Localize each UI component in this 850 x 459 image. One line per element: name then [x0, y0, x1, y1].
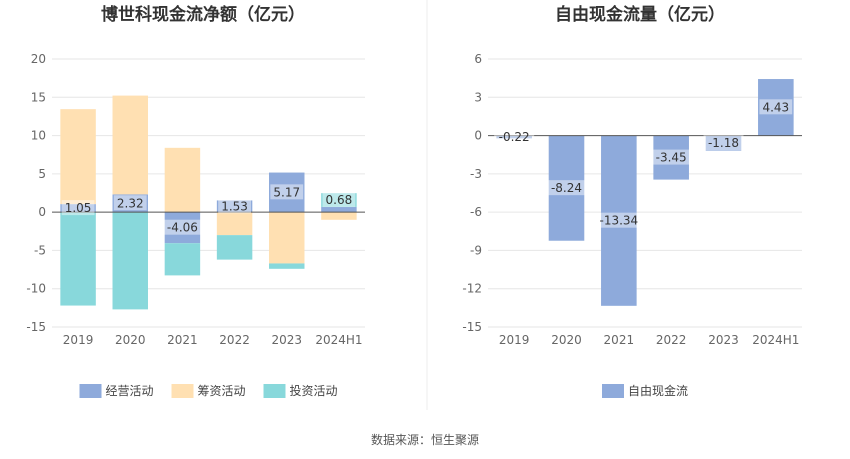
y-tick-label: 6 [474, 52, 482, 66]
x-tick-label: 2024H1 [315, 333, 362, 347]
data-label: 4.43 [762, 100, 789, 114]
legend-swatch[interactable] [171, 384, 194, 398]
bar [164, 243, 201, 276]
data-source-note: 数据来源：恒生聚源 [371, 432, 479, 447]
x-tick-label: 2019 [499, 333, 530, 347]
free-cash-flow-chart: 自由现金流量（亿元） 6 3 0 -3 -6 -9 -12 -15 2019 2020 2021 202… [462, 4, 802, 398]
x-tick-label: 2020 [115, 333, 146, 347]
bar [321, 212, 357, 220]
legend-label[interactable]: 筹资活动 [198, 384, 246, 398]
bar [216, 235, 253, 260]
bar [321, 206, 357, 213]
data-label-bg [218, 198, 251, 214]
data-label-bg [703, 135, 744, 151]
bar [112, 212, 148, 310]
y-tick-label: 15 [31, 90, 46, 104]
data-label: -1.18 [708, 136, 739, 150]
bar [548, 135, 585, 241]
y-tick-label: -10 [26, 282, 46, 296]
y-tick-label: -9 [470, 243, 482, 257]
x-tick-label: 2024H1 [752, 333, 799, 347]
bar [269, 172, 305, 213]
data-label-bg [162, 219, 203, 235]
x-tick-label: 2022 [656, 333, 687, 347]
y-tick-label: -12 [462, 282, 482, 296]
cash-flow-net-chart: 博世科现金流净额（亿元） 20 15 10 5 0 -5 -10 -15 2019 2020 2021… [26, 4, 365, 398]
data-label: -0.22 [499, 130, 530, 144]
data-label: 1.53 [221, 199, 248, 213]
bar [216, 200, 253, 213]
data-label: 5.17 [273, 185, 300, 199]
data-label-bg [494, 128, 535, 144]
bar [601, 135, 637, 306]
bar [112, 95, 148, 195]
data-label: 1.05 [65, 201, 92, 215]
y-tick-label: 0 [38, 205, 46, 219]
data-label-bg [759, 99, 793, 115]
bar [60, 109, 96, 205]
data-label: -8.24 [551, 181, 582, 195]
data-label-bg [113, 195, 147, 211]
bar [60, 212, 96, 306]
x-tick-label: 2021 [604, 333, 635, 347]
legend-swatch[interactable] [79, 384, 102, 398]
bar [112, 194, 148, 213]
legend-swatch[interactable] [602, 384, 624, 398]
bar [164, 212, 201, 244]
y-tick-label: 3 [474, 90, 482, 104]
y-tick-label: 0 [474, 129, 482, 143]
data-label-bg [322, 192, 356, 208]
legend-label[interactable]: 投资活动 [290, 383, 338, 398]
data-label-bg [595, 212, 643, 228]
y-tick-label: -15 [462, 320, 482, 334]
legend-swatch[interactable] [263, 384, 286, 398]
x-tick-label: 2023 [708, 333, 739, 347]
data-label-bg [270, 184, 304, 200]
x-tick-label: 2022 [219, 333, 250, 347]
bar [705, 135, 742, 151]
y-tick-label: -6 [470, 205, 482, 219]
bar [653, 135, 689, 180]
y-tick-label: -3 [470, 167, 482, 181]
data-label: 2.32 [117, 196, 144, 210]
x-tick-label: 2021 [167, 333, 198, 347]
bar [321, 193, 357, 207]
chart-title: 博世科现金流净额（亿元） [101, 4, 305, 25]
legend-label[interactable]: 自由现金流 [628, 383, 688, 398]
bar [269, 212, 305, 264]
y-tick-label: 5 [38, 167, 46, 181]
data-label: -3.45 [656, 151, 687, 165]
y-tick-label: -5 [34, 243, 46, 257]
data-label-bg [651, 149, 692, 165]
x-tick-label: 2023 [271, 333, 302, 347]
data-label: -13.34 [599, 214, 638, 228]
y-tick-label: -15 [26, 320, 46, 334]
bar [60, 204, 96, 213]
bar [269, 263, 305, 269]
y-tick-label: 10 [31, 129, 46, 143]
data-label: -4.06 [167, 221, 198, 235]
legend-label[interactable]: 经营活动 [106, 384, 154, 398]
data-label: 0.68 [326, 193, 353, 207]
x-tick-label: 2019 [63, 333, 94, 347]
bar [496, 135, 532, 139]
bar [164, 147, 201, 213]
data-label-bg [61, 200, 95, 216]
chart-title: 自由现金流量（亿元） [555, 4, 725, 25]
y-tick-label: 20 [31, 52, 46, 66]
bar [758, 79, 794, 136]
x-tick-label: 2020 [551, 333, 582, 347]
data-label-bg [546, 180, 587, 196]
bar [216, 212, 253, 236]
